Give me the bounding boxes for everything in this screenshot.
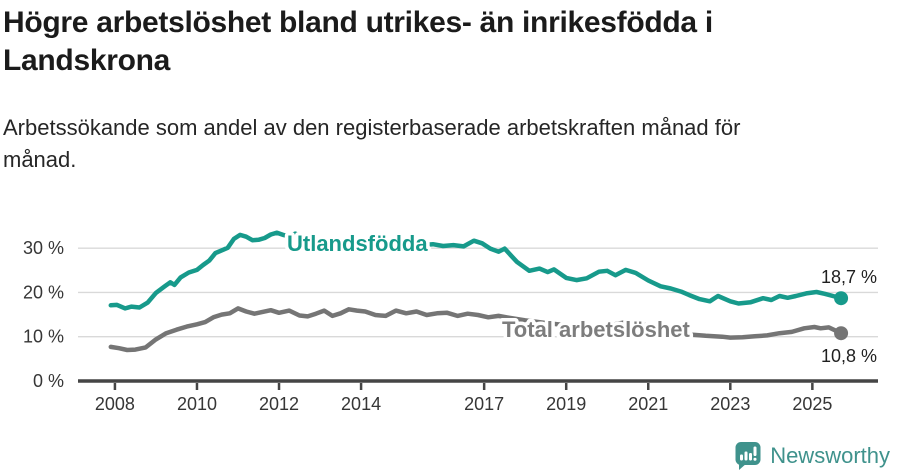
y-axis-label: 30 % xyxy=(23,238,64,258)
series-end-value-utlandsfodda: 18,7 % xyxy=(821,267,877,287)
x-axis-label: 2012 xyxy=(259,394,299,414)
brand-name: Newsworthy xyxy=(770,442,890,468)
x-axis-label: 2010 xyxy=(177,394,217,414)
chart-subtitle: Arbetssökande som andel av den registerb… xyxy=(3,112,883,176)
chart-subtitle-line-2: månad. xyxy=(3,147,77,172)
series-label-utlandsfodda: Utlandsfödda xyxy=(287,231,428,256)
x-axis-label: 2021 xyxy=(628,394,668,414)
chart-subtitle-line-1: Arbetssökande som andel av den registerb… xyxy=(3,115,741,140)
y-axis-label: 20 % xyxy=(23,282,64,302)
series-end-dot-total xyxy=(834,326,849,341)
y-axis-label: 0 % xyxy=(33,371,64,391)
series-line-utlandsfodda xyxy=(108,230,844,311)
y-axis-label: 10 % xyxy=(23,327,64,347)
chart-title-line-2: Landskrona xyxy=(3,44,171,77)
chart-title-line-1: Högre arbetslöshet bland utrikes- än inr… xyxy=(3,6,713,39)
x-axis-label: 2023 xyxy=(710,394,750,414)
x-axis-label: 2017 xyxy=(464,394,504,414)
newsworthy-logo-icon xyxy=(735,442,761,470)
series-end-value-total: 10,8 % xyxy=(821,346,877,366)
brand-footer: Newsworthy xyxy=(735,441,890,470)
x-axis-label: 2008 xyxy=(95,394,135,414)
x-axis-label: 2014 xyxy=(341,394,381,414)
series-end-dot-utlandsfodda xyxy=(834,291,849,306)
x-axis-label: 2019 xyxy=(546,394,586,414)
series-line-total xyxy=(108,306,844,353)
x-axis-label: 2025 xyxy=(792,394,832,414)
series-label-total: Total arbetslöshet xyxy=(502,317,691,342)
chart-title: Högre arbetslöshet bland utrikes- än inr… xyxy=(3,4,883,80)
